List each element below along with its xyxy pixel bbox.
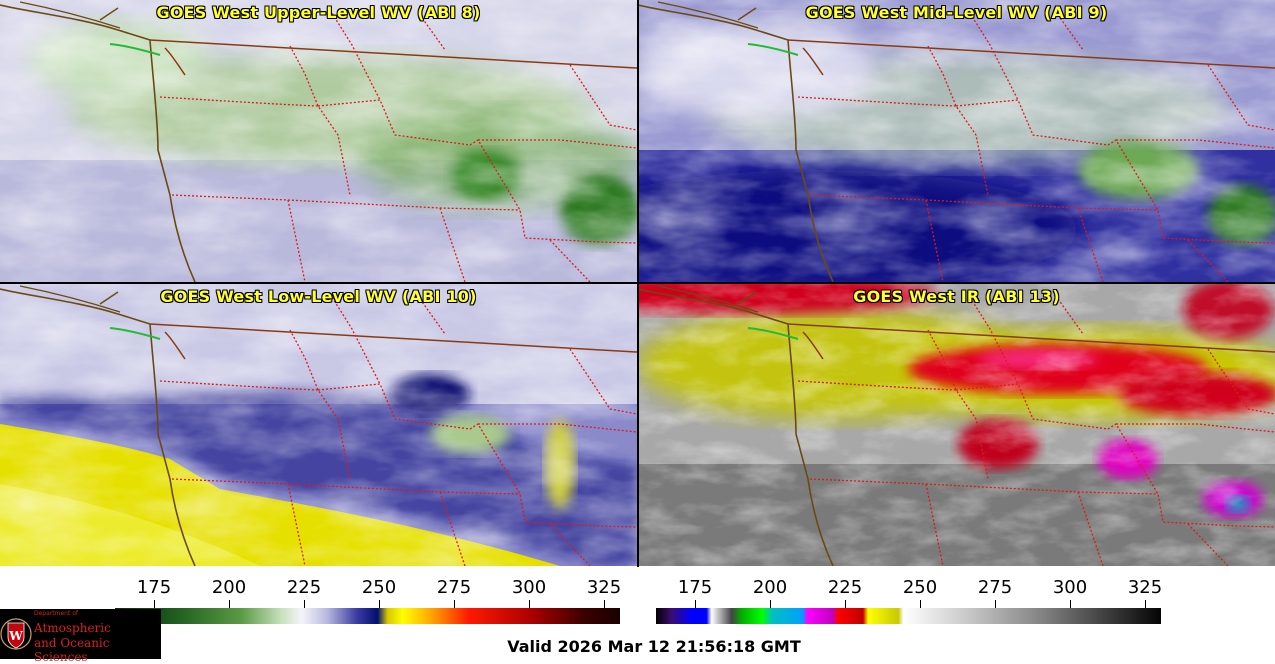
colorbar-tick-label: 300 xyxy=(511,577,547,598)
panel-mid-level-wv: GOES West Mid-Level WV (ABI 9) xyxy=(638,0,1275,282)
colorbar-tick xyxy=(304,600,305,608)
colorbar-tick xyxy=(154,600,155,608)
colorbar-tick-label: 275 xyxy=(436,577,472,598)
logo-text-department: Department of xyxy=(34,610,78,617)
panel-divider-horizontal xyxy=(0,282,1275,284)
colorbar-tick-label: 225 xyxy=(286,577,322,598)
uw-crest-icon: W xyxy=(0,618,32,650)
colorbar-tick xyxy=(529,600,530,608)
valid-time-label: Valid 2026 Mar 12 21:56:18 GMT xyxy=(507,637,801,656)
satellite-image-upper-wv xyxy=(0,0,637,282)
satellite-image-ir xyxy=(638,284,1275,566)
colorbar-tick xyxy=(1070,600,1071,608)
colorbar-tick-label: 200 xyxy=(211,577,247,598)
colorbar-tick xyxy=(454,600,455,608)
colorbar-tick xyxy=(379,600,380,608)
panel-upper-level-wv: GOES West Upper-Level WV (ABI 8) xyxy=(0,0,637,282)
colorbar-tick-label: 225 xyxy=(827,577,863,598)
satellite-image-low-wv xyxy=(0,284,637,566)
colorbar-tick-label: 250 xyxy=(902,577,938,598)
colorbar-tick-label: 175 xyxy=(136,577,172,598)
panel-title: GOES West IR (ABI 13) xyxy=(853,287,1060,306)
colorbar-water-vapor xyxy=(115,608,620,624)
colorbar-infrared xyxy=(656,608,1161,624)
colorbar-tick-label: 325 xyxy=(1127,577,1163,598)
colorbar-tick-label: 300 xyxy=(1052,577,1088,598)
colorbar-tick xyxy=(695,600,696,608)
colorbar-tick xyxy=(920,600,921,608)
satellite-image-mid-wv xyxy=(638,0,1275,282)
colorbar-tick-label: 200 xyxy=(752,577,788,598)
panel-title: GOES West Mid-Level WV (ABI 9) xyxy=(805,3,1108,22)
colorbar-tick xyxy=(604,600,605,608)
colorbar-tick xyxy=(770,600,771,608)
panel-ir: GOES West IR (ABI 13) xyxy=(638,284,1275,566)
colorbar-tick-label: 250 xyxy=(361,577,397,598)
colorbar-tick xyxy=(1145,600,1146,608)
colorbar-tick xyxy=(229,600,230,608)
panel-title: GOES West Low-Level WV (ABI 10) xyxy=(160,287,477,306)
colorbar-tick xyxy=(995,600,996,608)
panel-low-level-wv: GOES West Low-Level WV (ABI 10) xyxy=(0,284,637,566)
svg-text:W: W xyxy=(8,629,23,643)
panel-title: GOES West Upper-Level WV (ABI 8) xyxy=(156,3,481,22)
colorbar-tick xyxy=(845,600,846,608)
logo-text-atmospheric: Atmospheric xyxy=(34,621,111,635)
colorbar-tick-label: 175 xyxy=(677,577,713,598)
colorbar-tick-label: 275 xyxy=(977,577,1013,598)
colorbar-tick-label: 325 xyxy=(586,577,622,598)
aos-logo: W Department of Atmospheric and Oceanic … xyxy=(0,609,161,664)
